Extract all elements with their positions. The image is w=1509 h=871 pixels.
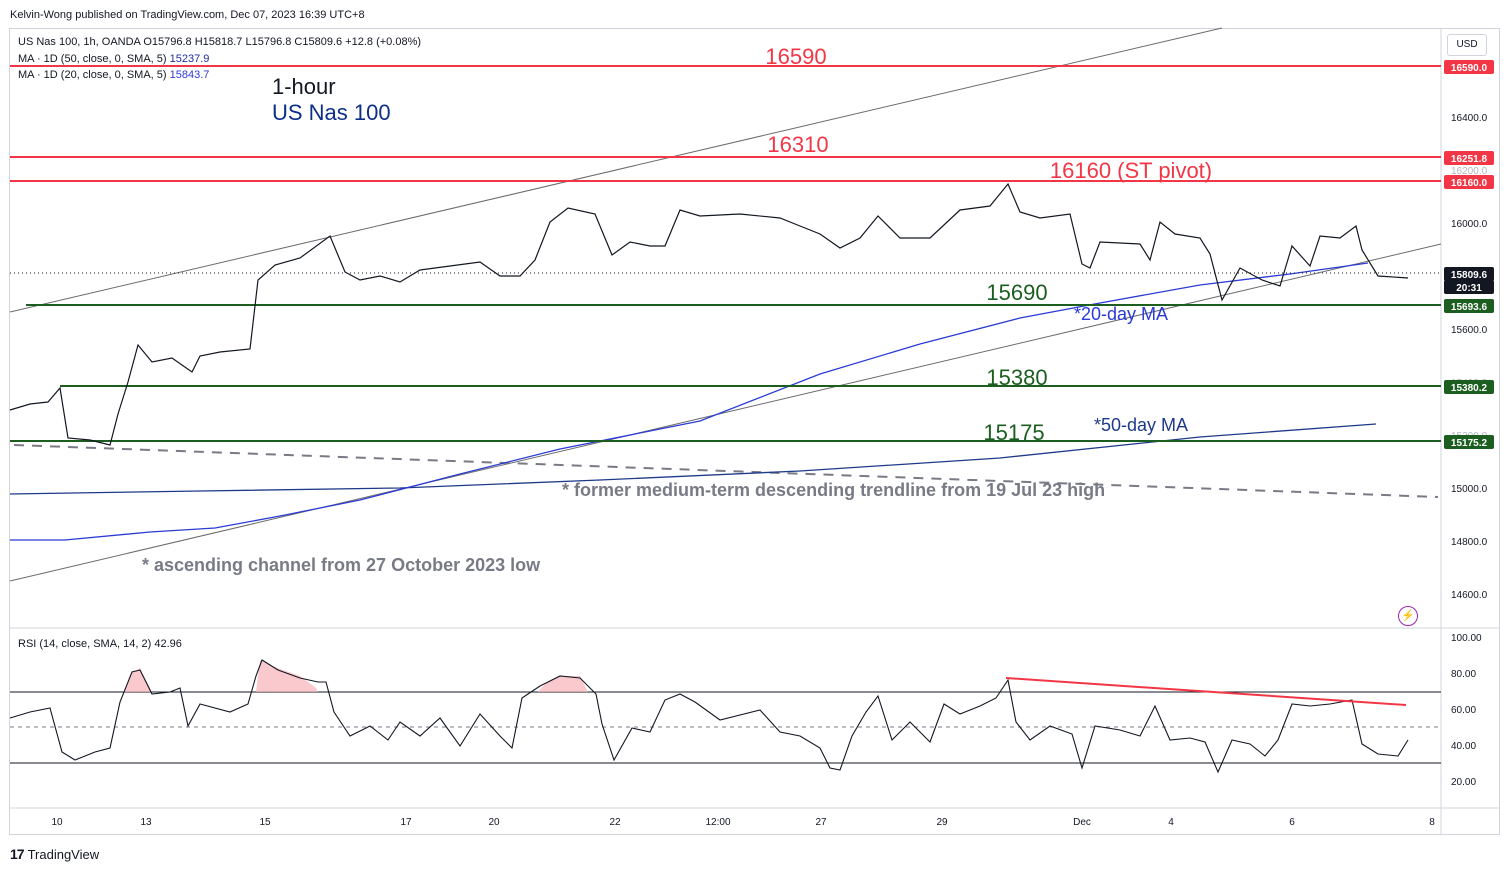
instrument-title: US Nas 100 bbox=[272, 100, 391, 125]
time-tick-label: 6 bbox=[1289, 817, 1295, 828]
time-tick-label: 29 bbox=[936, 817, 948, 828]
legend-ma20-value: 15843.7 bbox=[169, 69, 210, 81]
badge-s2-bg bbox=[1444, 380, 1494, 394]
lightning-icon[interactable]: ⚡ bbox=[1398, 606, 1418, 626]
rsi-line[interactable] bbox=[9, 659, 1409, 774]
legend-ma50-value: 15237.9 bbox=[169, 53, 210, 65]
legend-rsi-label: RSI (14, close, SMA, 14, 2) bbox=[18, 638, 152, 650]
badge-s1-bg bbox=[1444, 299, 1494, 313]
rsi-tick-label: 100.00 bbox=[1451, 633, 1482, 644]
time-tick-label: 17 bbox=[400, 817, 412, 828]
chart-frame bbox=[9, 28, 1500, 835]
badge-s1[interactable]: 15693.6 bbox=[1451, 302, 1488, 313]
channel-note: * ascending channel from 27 October 2023… bbox=[142, 555, 541, 575]
badge-last-price[interactable]: 15809.6 bbox=[1451, 270, 1488, 281]
time-tick-label: 12:00 bbox=[705, 817, 730, 828]
rsi-overbought-fill-2 bbox=[256, 660, 318, 692]
badge-r1[interactable]: 16590.0 bbox=[1451, 63, 1488, 74]
badge-r2[interactable]: 16251.8 bbox=[1451, 154, 1488, 165]
time-tick-label: 10 bbox=[51, 817, 63, 828]
badge-r3[interactable]: 16160.0 bbox=[1451, 178, 1488, 189]
descending-trendline[interactable] bbox=[13, 444, 1439, 498]
badge-s3-bg bbox=[1444, 435, 1494, 449]
rsi-tick-label: 60.00 bbox=[1451, 705, 1476, 716]
legend-ma20-label: MA · 1D (20, close, 0, SMA, 5) bbox=[18, 69, 167, 81]
legend-rsi-value: 42.96 bbox=[154, 638, 182, 650]
legend-rsi-row[interactable]: RSI (14, close, SMA, 14, 2) 42.96 bbox=[18, 638, 182, 650]
trendline-note: * former medium-term descending trendlin… bbox=[562, 480, 1105, 500]
badge-s3[interactable]: 15175.2 bbox=[1451, 438, 1488, 449]
time-tick-label: 15 bbox=[259, 817, 271, 828]
support-label-15380: 15380 bbox=[986, 365, 1047, 390]
price-tick-label: 16200.0 bbox=[1451, 166, 1488, 177]
badge-r1-bg bbox=[1444, 60, 1494, 74]
legend-ma50-label: MA · 1D (50, close, 0, SMA, 5) bbox=[18, 53, 167, 65]
tradingview-logo-text: TradingView bbox=[27, 846, 100, 862]
price-tick-label: 15600.0 bbox=[1451, 325, 1488, 336]
price-tick-label: 14800.0 bbox=[1451, 537, 1488, 548]
currency-button[interactable]: USD bbox=[1447, 34, 1487, 56]
time-tick-label: 8 bbox=[1429, 817, 1435, 828]
legend-ma50-row[interactable]: MA · 1D (50, close, 0, SMA, 5) 15237.9 bbox=[18, 53, 209, 65]
price-series-line[interactable] bbox=[9, 182, 1409, 446]
time-tick-label: 27 bbox=[815, 817, 827, 828]
badge-r3-bg bbox=[1444, 175, 1494, 189]
resistance-label-16160: 16160 (ST pivot) bbox=[1050, 158, 1212, 183]
time-tick-label: 20 bbox=[488, 817, 500, 828]
badge-r2-bg bbox=[1444, 151, 1494, 165]
tradingview-logo[interactable]: 17 TradingView bbox=[10, 846, 99, 862]
time-tick-label: 22 bbox=[609, 817, 621, 828]
support-label-15690: 15690 bbox=[986, 280, 1047, 305]
legend-ma20-row[interactable]: MA · 1D (20, close, 0, SMA, 5) 15843.7 bbox=[18, 69, 209, 81]
badge-s2[interactable]: 15380.2 bbox=[1451, 383, 1488, 394]
legend-ohlc: O15796.8 H15818.7 L15796.8 C15809.6 +12.… bbox=[143, 36, 422, 48]
legend-symbol-row: US Nas 100, 1h, OANDA O15796.8 H15818.7 … bbox=[18, 36, 421, 48]
timeframe-title: 1-hour bbox=[272, 74, 336, 99]
channel-lower-line[interactable] bbox=[9, 243, 1442, 582]
price-tick-label: 16400.0 bbox=[1451, 113, 1488, 124]
time-tick-label: 4 bbox=[1168, 817, 1174, 828]
time-tick-label: 13 bbox=[140, 817, 152, 828]
rsi-tick-label: 20.00 bbox=[1451, 777, 1476, 788]
time-tick-label: Dec bbox=[1073, 817, 1091, 828]
rsi-overbought-fill-1 bbox=[124, 668, 152, 692]
price-tick-label: 14600.0 bbox=[1451, 590, 1488, 601]
rsi-divergence-line[interactable] bbox=[1005, 677, 1407, 706]
price-tick-label: 16000.0 bbox=[1451, 219, 1488, 230]
rsi-overbought-fill-3 bbox=[538, 676, 588, 692]
channel-upper-line[interactable] bbox=[9, 27, 1223, 313]
support-label-15175: 15175 bbox=[983, 420, 1044, 445]
ma50-note: *50-day MA bbox=[1094, 415, 1188, 435]
resistance-label-16590: 16590 bbox=[765, 44, 826, 69]
badge-countdown-bg bbox=[1444, 280, 1494, 294]
rsi-tick-label: 40.00 bbox=[1451, 741, 1476, 752]
ma20-note: *20-day MA bbox=[1074, 304, 1168, 324]
badge-last-price-bg bbox=[1444, 267, 1494, 281]
badge-countdown[interactable]: 20:31 bbox=[1456, 283, 1482, 294]
tradingview-mark-icon: 17 bbox=[10, 846, 25, 862]
rsi-tick-label: 80.00 bbox=[1451, 669, 1476, 680]
price-tick-label: 15000.0 bbox=[1451, 484, 1488, 495]
publisher-credit: Kelvin-Wong published on TradingView.com… bbox=[10, 9, 365, 21]
resistance-label-16310: 16310 bbox=[767, 132, 828, 157]
legend-symbol[interactable]: US Nas 100, 1h, OANDA bbox=[18, 36, 141, 48]
ma20-line[interactable] bbox=[10, 262, 1369, 541]
